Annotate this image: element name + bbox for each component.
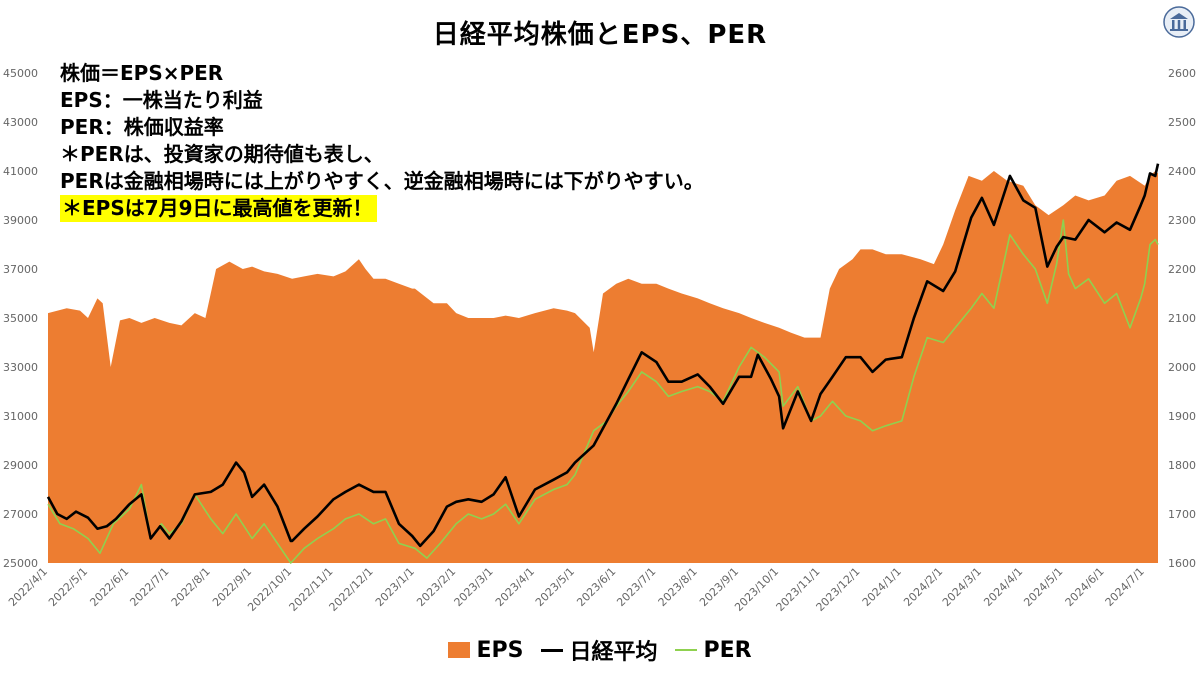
legend-label-nikkei: 日経平均 xyxy=(569,640,658,665)
left-axis-tick: 25000 xyxy=(3,557,38,570)
left-axis-tick: 31000 xyxy=(3,410,38,423)
right-axis-tick: 2400 xyxy=(1168,165,1196,178)
legend: EPS 日経平均 PER xyxy=(0,634,1200,666)
right-axis: 1600 1700 1800 1900 2000 2100 2200 2300 2400 2500… xyxy=(1168,67,1196,570)
plot-area xyxy=(46,163,1160,564)
x-axis-tick: 2022/12/1 xyxy=(327,565,376,614)
x-axis-tick: 2023/10/1 xyxy=(732,565,781,614)
x-axis-tick: 2022/8/1 xyxy=(169,565,213,609)
legend-label-per: PER xyxy=(703,637,752,663)
x-axis-tick: 2024/1/1 xyxy=(860,565,904,609)
left-axis-tick: 41000 xyxy=(3,165,38,178)
legend-item-eps: EPS xyxy=(448,638,523,663)
left-axis-tick: 43000 xyxy=(3,116,38,129)
right-axis-tick: 2500 xyxy=(1168,116,1196,129)
note-line: EPS：一株当たり利益 xyxy=(60,88,263,112)
x-axis-tick: 2024/7/1 xyxy=(1103,565,1147,609)
chart-title: 日経平均株価とEPS、PER xyxy=(432,20,768,50)
left-axis-tick: 29000 xyxy=(3,459,38,472)
x-axis-tick: 2022/6/1 xyxy=(87,565,131,609)
x-axis-tick: 2022/4/1 xyxy=(6,565,50,609)
right-axis-tick: 2300 xyxy=(1168,214,1196,227)
x-axis-tick: 2023/1/1 xyxy=(373,565,417,609)
nikkei-line xyxy=(46,163,1160,548)
legend-label-eps: EPS xyxy=(476,637,524,663)
x-axis-tick: 2024/3/1 xyxy=(940,565,984,609)
x-axis-tick: 2022/5/1 xyxy=(46,565,90,609)
left-axis-tick: 27000 xyxy=(3,508,38,521)
x-axis-tick: 2023/7/1 xyxy=(614,565,658,609)
right-axis-tick: 2200 xyxy=(1168,263,1196,276)
legend-item-nikkei: 日経平均 xyxy=(541,634,657,666)
x-axis-tick: 2024/2/1 xyxy=(901,565,945,609)
x-axis-tick: 2023/6/1 xyxy=(574,565,618,609)
x-axis: 2022/4/12022/5/12022/6/12022/7/12022/8/1… xyxy=(6,565,1147,614)
right-axis-tick: 1600 xyxy=(1168,557,1196,570)
right-axis-tick: 2600 xyxy=(1168,67,1196,80)
eps-area xyxy=(48,171,1158,563)
x-axis-tick: 2022/7/1 xyxy=(127,565,171,609)
highlight-note: ＊EPSは7月9日に最高値を更新！ xyxy=(60,195,377,222)
per-line xyxy=(47,219,1159,564)
x-axis-tick: 2024/4/1 xyxy=(981,565,1025,609)
x-axis-tick: 2023/3/1 xyxy=(452,565,496,609)
note-line: PERは金融相場時には上がりやすく、逆金融相場時には下がりやすい。 xyxy=(60,169,704,193)
right-axis-tick: 2100 xyxy=(1168,312,1196,325)
note-line: PER：株価収益率 xyxy=(60,115,224,139)
x-axis-tick: 2024/5/1 xyxy=(1021,565,1065,609)
left-axis-tick: 33000 xyxy=(3,361,38,374)
x-axis-tick: 2023/5/1 xyxy=(533,565,577,609)
x-axis-tick: 2022/10/1 xyxy=(245,565,294,614)
right-axis-tick: 1900 xyxy=(1168,410,1196,423)
note-line: ＊PERは、投資家の期待値も表し、 xyxy=(60,142,384,166)
annotation-notes: 株価＝EPS×PER EPS：一株当たり利益 PER：株価収益率 ＊PERは、投… xyxy=(60,60,704,222)
right-axis-tick: 1700 xyxy=(1168,508,1196,521)
building-logo-icon xyxy=(1163,6,1195,42)
legend-item-per: PER xyxy=(675,637,752,663)
right-axis-tick: 2000 xyxy=(1168,361,1196,374)
legend-swatch-per xyxy=(675,649,698,651)
legend-swatch-eps xyxy=(448,642,471,658)
left-axis-tick: 45000 xyxy=(3,67,38,80)
right-axis-tick: 1800 xyxy=(1168,459,1196,472)
left-axis-tick: 39000 xyxy=(3,214,38,227)
x-axis-tick: 2023/4/1 xyxy=(493,565,537,609)
left-axis-tick: 35000 xyxy=(3,312,38,325)
x-axis-tick: 2023/8/1 xyxy=(656,565,700,609)
x-axis-tick: 2023/2/1 xyxy=(414,565,458,609)
left-axis: 25000 27000 29000 31000 33000 35000 37000 39000… xyxy=(3,67,38,570)
note-line: 株価＝EPS×PER xyxy=(60,61,224,85)
left-axis-tick: 37000 xyxy=(3,263,38,276)
legend-swatch-nikkei xyxy=(541,648,564,652)
x-axis-tick: 2023/12/1 xyxy=(814,565,863,614)
x-axis-tick: 2024/6/1 xyxy=(1063,565,1107,609)
